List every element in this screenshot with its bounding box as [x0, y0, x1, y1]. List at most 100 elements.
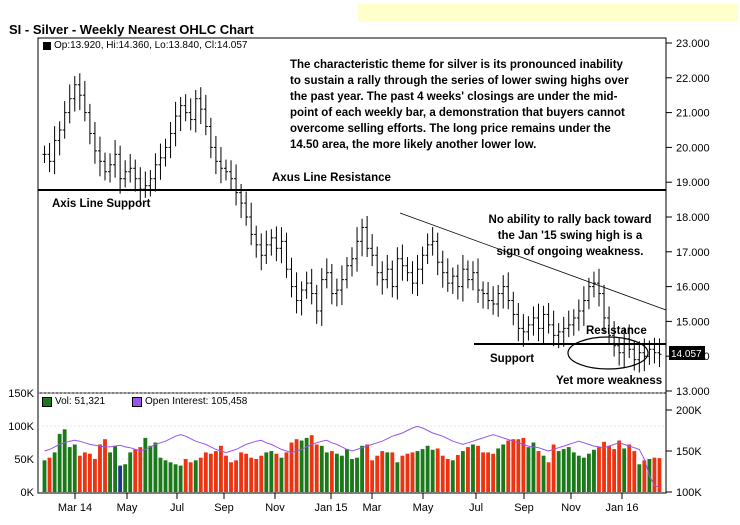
- volume-bar: [430, 449, 435, 492]
- x-tick-label: Nov: [265, 502, 285, 514]
- price-bar: [365, 215, 370, 258]
- price-bar: [203, 94, 208, 136]
- price-bar: [67, 84, 72, 124]
- price-bar: [309, 268, 314, 305]
- price-bar: [158, 143, 163, 180]
- price-tick-label: 15.000: [676, 316, 710, 328]
- volume-bar: [405, 453, 410, 492]
- price-bar: [450, 267, 455, 294]
- volume-bar: [420, 449, 425, 492]
- price-bar: [163, 138, 168, 167]
- price-bar: [304, 271, 309, 299]
- price-bar: [566, 310, 571, 338]
- price-bar: [385, 254, 390, 289]
- price-tick-label: 16.000: [676, 282, 710, 294]
- volume-bar: [476, 445, 480, 492]
- volume-bar: [592, 449, 596, 492]
- volume-bar: [637, 464, 642, 492]
- price-bar: [324, 258, 329, 289]
- price-bar: [123, 160, 128, 188]
- volume-bar: [496, 448, 501, 492]
- price-bar: [521, 314, 526, 347]
- volume-bar: [390, 452, 395, 492]
- axis-support-label: Axis Line Support: [52, 198, 151, 210]
- price-bar: [249, 202, 254, 246]
- open-interest-line: [44, 425, 660, 488]
- volume-bar: [198, 457, 203, 492]
- volume-bar: [304, 437, 309, 492]
- volume-left-tick-label: 100K: [8, 421, 34, 433]
- x-tick-label: Mar 14: [58, 502, 92, 514]
- price-bar: [425, 233, 430, 264]
- volume-bar: [622, 448, 627, 492]
- price-bar: [168, 121, 173, 159]
- support-label: Support: [490, 353, 535, 365]
- volume-bar: [153, 442, 158, 492]
- price-bar: [193, 89, 198, 133]
- price-bar: [92, 121, 97, 164]
- volume-bars: [42, 429, 662, 492]
- price-bar: [516, 302, 521, 342]
- volume-bar: [536, 451, 541, 492]
- x-tick-label: Sep: [214, 502, 234, 514]
- volume-bar: [486, 452, 491, 492]
- volume-bar: [400, 455, 405, 492]
- price-bar: [612, 321, 617, 357]
- price-bar: [470, 261, 475, 291]
- price-bar: [153, 153, 158, 192]
- volume-bar: [657, 458, 662, 492]
- price-bar: [87, 103, 92, 145]
- price-bar: [465, 260, 470, 289]
- volume-bar: [511, 439, 516, 492]
- downtrend-line: [399, 212, 667, 311]
- volume-bar: [148, 445, 153, 492]
- volume-bar: [118, 465, 123, 492]
- volume-bar: [506, 440, 511, 492]
- price-bar: [259, 233, 264, 271]
- price-bar: [395, 247, 400, 300]
- volume-bar: [203, 452, 208, 492]
- commentary-line: point of each weekly bar, a demonstratio…: [290, 107, 625, 119]
- price-bar: [183, 94, 188, 122]
- price-bar: [637, 341, 642, 373]
- price-bar: [501, 275, 506, 309]
- volume-bar: [259, 455, 264, 492]
- price-bar: [52, 126, 57, 175]
- price-bar: [103, 152, 108, 181]
- volume-bar: [385, 452, 390, 492]
- volume-bar: [350, 459, 354, 492]
- volume-bar: [294, 439, 299, 492]
- price-bar: [294, 272, 299, 314]
- price-bar: [511, 291, 516, 326]
- no-ability-note: No ability to rally back toward the Jan …: [480, 212, 660, 260]
- price-bar: [576, 299, 581, 331]
- price-bar: [546, 302, 551, 334]
- volume-bar: [632, 451, 637, 492]
- volume-bar: [541, 455, 546, 492]
- x-tick-label: Jul: [170, 502, 184, 514]
- x-tick-label: Sep: [514, 502, 534, 514]
- volume-bar: [309, 435, 314, 492]
- price-bar: [481, 281, 486, 309]
- price-bar: [113, 140, 118, 178]
- volume-bar: [103, 439, 107, 492]
- volume-bar: [143, 437, 148, 492]
- price-tick-label: 19.000: [676, 177, 710, 189]
- price-bar: [617, 337, 622, 366]
- price-bar: [375, 246, 380, 286]
- price-y-axis: 23.000 22.000 21.000 20.000 19.000 18.000 17.0…: [666, 38, 710, 398]
- price-bar: [496, 284, 501, 317]
- volume-bar: [551, 444, 556, 492]
- volume-bar: [138, 447, 143, 492]
- price-bar: [198, 87, 203, 125]
- x-tick-label: May: [117, 502, 138, 514]
- volume-bar: [219, 445, 223, 492]
- price-bar: [541, 305, 546, 344]
- price-bars: [42, 73, 662, 373]
- volume-bar: [188, 462, 193, 492]
- price-bar: [561, 316, 566, 347]
- price-bar: [344, 257, 349, 289]
- price-tick-label: 23.000: [676, 38, 710, 50]
- price-bar: [339, 265, 344, 306]
- price-bar: [289, 257, 294, 298]
